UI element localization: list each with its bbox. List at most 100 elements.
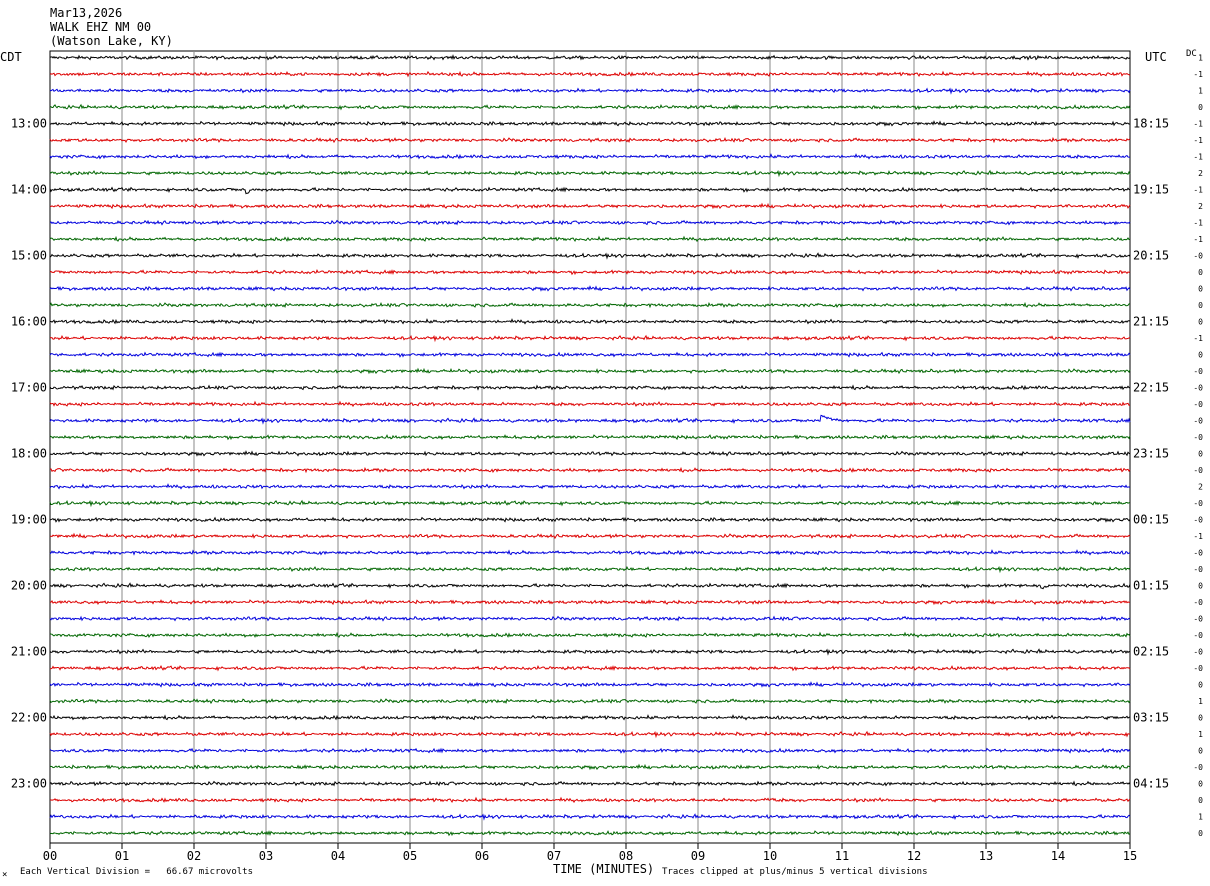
left-hour-label: 14:00 [11,183,47,197]
left-hour-label: 17:00 [11,381,47,395]
right-hour-label: 03:15 [1133,711,1169,725]
dc-offset-label: -0 [1193,516,1203,525]
dc-offset-label: 0 [1198,351,1203,360]
trace-row-44 [49,780,1131,787]
scale-footnote: Each Vertical Division = 66.67 microvolt… [20,867,253,877]
x-tick-label: 14 [1051,849,1065,863]
dc-offset-label: -0 [1193,433,1203,442]
dc-offset-label: 0 [1198,450,1203,459]
trace-row-12 [49,252,1131,260]
x-tick-label: 09 [691,849,705,863]
dc-offset-label: -0 [1193,417,1203,426]
trace-row-8 [49,186,1131,195]
right-hour-label: 04:15 [1133,777,1169,791]
dc-offset-label: -1 [1193,219,1203,228]
trace-row-2 [49,87,1131,95]
dc-offset-label: -1 [1193,120,1203,129]
dc-offset-label: 1 [1198,697,1203,706]
dc-offset-label: -0 [1193,664,1203,673]
trace-row-9 [49,202,1131,210]
trace-row-31 [49,565,1131,574]
trace-row-1 [49,70,1131,78]
trace-row-17 [49,334,1131,343]
x-tick-label: 13 [979,849,993,863]
trace-row-0 [49,54,1131,61]
dc-offset-label: -0 [1193,367,1203,376]
dc-offset-label: 1 [1198,87,1203,96]
x-tick-label: 02 [187,849,201,863]
trace-row-3 [49,103,1131,111]
x-tick-label: 05 [403,849,417,863]
trace-row-35 [49,631,1131,639]
trace-row-36 [49,648,1131,656]
dc-offset-label: 0 [1198,582,1203,591]
dc-offset-label: 0 [1198,268,1203,277]
trace-row-43 [49,763,1131,771]
x-tick-label: 04 [331,849,345,863]
trace-row-23 [49,434,1131,441]
x-tick-label: 01 [115,849,129,863]
trace-row-18 [49,351,1131,358]
dc-offset-label: 1 [1198,54,1203,63]
dc-offset-label: 0 [1198,285,1203,294]
dc-offset-label: 1 [1198,730,1203,739]
dc-offset-label: -1 [1193,153,1203,162]
trace-row-19 [49,367,1131,375]
x-axis-label: TIME (MINUTES) [553,862,655,876]
x-tick-label: 03 [259,849,273,863]
x-tick-label: 07 [547,849,561,863]
dc-offset-label: -0 [1193,615,1203,624]
dc-offset-label: 0 [1198,103,1203,112]
trace-row-38 [49,681,1131,688]
trace-row-41 [49,730,1131,739]
right-timezone-label: UTC [1145,50,1167,64]
right-hour-label: 23:15 [1133,447,1169,461]
x-tick-label: 10 [763,849,777,863]
dc-offset-label: 2 [1198,202,1203,211]
right-hour-label: 19:15 [1133,183,1169,197]
right-hour-label: 02:15 [1133,645,1169,659]
trace-row-22 [49,414,1131,425]
x-tick-label: 15 [1123,849,1137,863]
dc-offset-label: 0 [1198,714,1203,723]
dc-offset-label: -0 [1193,648,1203,657]
dc-offset-label: 0 [1198,747,1203,756]
trace-row-15 [49,301,1131,309]
dc-offset-label: 0 [1198,681,1203,690]
trace-row-45 [49,796,1131,804]
left-timezone-label: CDT [0,50,22,64]
dc-offset-label: -0 [1193,565,1203,574]
dc-offset-label: 0 [1198,829,1203,838]
left-hour-label: 23:00 [11,777,47,791]
left-hour-label: 13:00 [11,117,47,131]
left-hour-label: 18:00 [11,447,47,461]
trace-row-42 [49,747,1131,754]
dc-offset-label: -1 [1193,532,1203,541]
trace-row-39 [49,698,1131,705]
trace-row-33 [49,598,1130,606]
left-hour-label: 15:00 [11,249,47,263]
dc-offset-label: -0 [1193,384,1203,393]
dc-offset-label: -0 [1193,252,1203,261]
x-tick-label: 08 [619,849,633,863]
dc-offset-label: 0 [1198,318,1203,327]
trace-row-37 [49,664,1131,672]
trace-row-26 [49,483,1131,490]
trace-row-14 [49,285,1131,292]
trace-row-4 [49,120,1131,127]
left-hour-label: 20:00 [11,579,47,593]
dc-offset-label: -1 [1193,186,1203,195]
trace-row-34 [49,615,1131,622]
right-hour-label: 20:15 [1133,249,1169,263]
trace-row-13 [49,269,1131,276]
dc-offset-label: -1 [1193,70,1203,79]
right-hour-label: 18:15 [1133,117,1169,131]
trace-row-27 [49,499,1131,508]
trace-row-25 [49,466,1131,474]
trace-row-5 [49,137,1131,144]
trace-row-20 [49,384,1131,391]
dc-offset-label: -0 [1193,400,1203,409]
x-tick-label: 06 [475,849,489,863]
dc-offset-label: -1 [1193,334,1203,343]
dc-offset-label: -0 [1193,549,1203,558]
